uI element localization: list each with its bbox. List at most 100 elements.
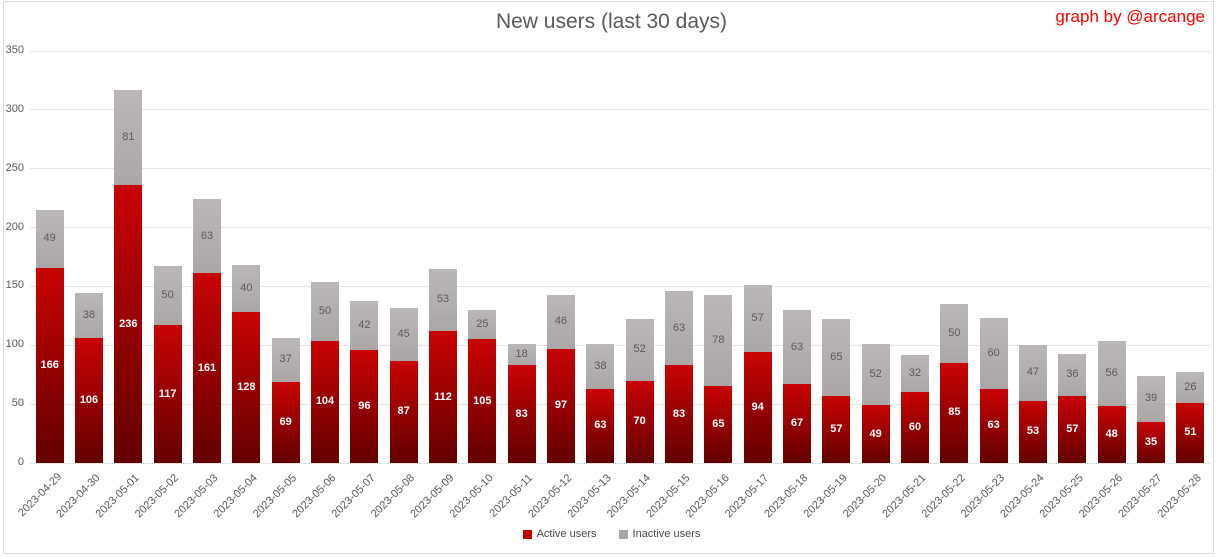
inactive-value-label: 50 bbox=[948, 327, 961, 339]
y-axis-label: 150 bbox=[5, 279, 24, 292]
y-axis-label: 300 bbox=[5, 102, 24, 115]
chart-title: New users (last 30 days) bbox=[495, 10, 728, 33]
gridline bbox=[30, 227, 1210, 229]
active-value-label: 63 bbox=[594, 419, 607, 432]
inactive-value-label: 52 bbox=[869, 368, 882, 381]
y-axis-label: 200 bbox=[5, 220, 24, 233]
bar-segment-active: 65 bbox=[704, 386, 733, 463]
bar-segment-inactive: 38 bbox=[586, 344, 615, 389]
bar-segment-inactive: 25 bbox=[468, 309, 497, 340]
bar-segment-inactive: 42 bbox=[350, 300, 379, 350]
inactive-value-label: 52 bbox=[633, 343, 646, 356]
chart-attribution: graph by @arcange bbox=[1055, 7, 1205, 26]
bar-segment-active: 70 bbox=[625, 380, 654, 463]
bar-segment-active: 60 bbox=[901, 392, 929, 463]
inactive-value-label: 18 bbox=[515, 348, 528, 361]
active-value-label: 57 bbox=[1066, 422, 1079, 435]
gridline bbox=[30, 462, 1210, 464]
bar-segment-inactive: 78 bbox=[704, 294, 733, 387]
inactive-value-label: 45 bbox=[397, 327, 410, 340]
bar-segment-active: 85 bbox=[940, 362, 969, 463]
bar-segment-inactive: 56 bbox=[1097, 340, 1126, 407]
inactive-value-label: 42 bbox=[358, 318, 371, 331]
inactive-value-label: 25 bbox=[476, 318, 489, 331]
active-value-label: 35 bbox=[1144, 435, 1158, 448]
bar-segment-inactive: 26 bbox=[1176, 372, 1205, 403]
inactive-value-label: 57 bbox=[751, 312, 764, 325]
inactive-value-label: 37 bbox=[279, 353, 292, 366]
bar-segment-inactive: 52 bbox=[861, 344, 890, 406]
active-value-label: 105 bbox=[473, 394, 492, 407]
legend-label: Inactive users bbox=[632, 528, 701, 540]
active-value-label: 83 bbox=[515, 407, 528, 420]
active-value-label: 67 bbox=[790, 417, 804, 430]
bar-segment-active: 236 bbox=[114, 185, 143, 463]
active-value-label: 60 bbox=[908, 421, 922, 434]
bar-segment-active: 35 bbox=[1137, 421, 1165, 463]
y-axis-label: 350 bbox=[5, 44, 24, 56]
bar-segment-active: 104 bbox=[311, 340, 339, 463]
legend-swatch-inactive-users bbox=[618, 529, 628, 539]
bar-segment-inactive: 32 bbox=[901, 354, 929, 393]
bar-segment-inactive: 37 bbox=[271, 338, 300, 382]
inactive-value-label: 63 bbox=[672, 321, 686, 334]
bar-segment-inactive: 39 bbox=[1137, 375, 1165, 422]
legend-item: Active users bbox=[522, 528, 597, 540]
bar-segment-inactive: 38 bbox=[75, 293, 103, 339]
active-value-label: 97 bbox=[554, 399, 568, 412]
bar-segment-inactive: 50 bbox=[940, 304, 969, 363]
bar-segment-inactive: 18 bbox=[507, 344, 536, 366]
legend-swatch-active-users bbox=[522, 529, 532, 539]
bar-segment-inactive: 81 bbox=[114, 89, 143, 186]
inactive-value-label: 78 bbox=[712, 334, 725, 347]
active-value-label: 166 bbox=[40, 358, 59, 371]
gridline bbox=[30, 109, 1210, 111]
active-value-label: 49 bbox=[869, 427, 882, 440]
bar-segment-inactive: 63 bbox=[193, 199, 221, 274]
bar-segment-active: 94 bbox=[743, 352, 772, 463]
bar-segment-active: 69 bbox=[271, 381, 300, 463]
y-axis-label: 0 bbox=[17, 456, 24, 468]
bar-segment-active: 161 bbox=[193, 273, 221, 463]
active-value-label: 51 bbox=[1184, 426, 1197, 439]
bar-segment-active: 57 bbox=[1058, 395, 1087, 463]
inactive-value-label: 46 bbox=[554, 315, 568, 328]
inactive-value-label: 47 bbox=[1026, 366, 1040, 379]
bar-segment-active: 105 bbox=[468, 339, 497, 463]
bar-segment-inactive: 46 bbox=[547, 294, 575, 349]
active-value-label: 96 bbox=[358, 399, 371, 412]
inactive-value-label: 26 bbox=[1184, 381, 1197, 394]
gridline bbox=[30, 50, 1210, 52]
bar-segment-inactive: 63 bbox=[665, 291, 693, 366]
bar-segment-inactive: 40 bbox=[232, 265, 261, 313]
bar-segment-active: 166 bbox=[35, 267, 64, 463]
inactive-value-label: 50 bbox=[161, 289, 174, 302]
active-value-label: 48 bbox=[1105, 428, 1118, 441]
bar-segment-active: 117 bbox=[153, 325, 182, 463]
inactive-value-label: 65 bbox=[830, 351, 843, 364]
active-value-label: 65 bbox=[712, 418, 725, 431]
active-value-label: 83 bbox=[672, 407, 686, 420]
bar-segment-active: 106 bbox=[75, 338, 103, 463]
active-value-label: 117 bbox=[158, 387, 177, 400]
inactive-value-label: 38 bbox=[82, 309, 96, 322]
bar-segment-active: 128 bbox=[232, 312, 261, 463]
inactive-value-label: 38 bbox=[594, 359, 607, 372]
inactive-value-label: 50 bbox=[318, 304, 332, 317]
bar-segment-active: 97 bbox=[547, 348, 575, 463]
bar-segment-inactive: 57 bbox=[743, 285, 772, 353]
inactive-value-label: 39 bbox=[1144, 392, 1158, 405]
inactive-value-label: 56 bbox=[1105, 367, 1118, 380]
bar-segment-inactive: 49 bbox=[35, 209, 64, 268]
inactive-value-label: 32 bbox=[908, 367, 922, 380]
bar-segment-active: 53 bbox=[1019, 400, 1047, 463]
bar-segment-active: 83 bbox=[507, 365, 536, 463]
y-axis-label: 50 bbox=[11, 397, 24, 410]
bar-segment-active: 112 bbox=[429, 331, 457, 463]
legend-item: Inactive users bbox=[618, 528, 701, 540]
legend: Active users Inactive users bbox=[0, 528, 1223, 540]
bar-segment-inactive: 47 bbox=[1019, 345, 1047, 401]
bar-segment-active: 57 bbox=[822, 395, 851, 463]
active-value-label: 69 bbox=[279, 415, 292, 428]
